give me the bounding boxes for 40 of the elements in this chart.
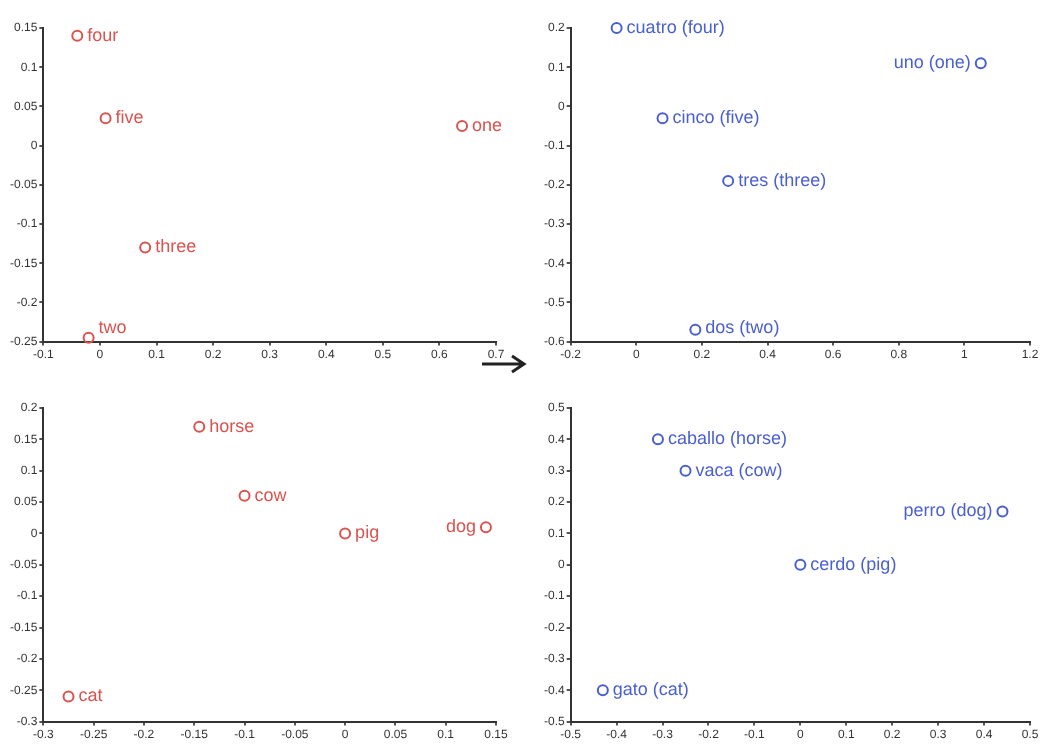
annotation: horse <box>209 415 255 436</box>
annotation: three <box>155 236 197 257</box>
point <box>139 241 152 254</box>
point <box>339 527 352 540</box>
annotation: four <box>87 24 119 45</box>
annotation: uno (one) <box>893 52 971 73</box>
annotation: cuatro (four) <box>626 16 725 37</box>
annotation: pig <box>355 522 380 543</box>
annotation: cat <box>78 685 104 706</box>
annotation: dos (two) <box>705 316 780 337</box>
annotation: cinco (five) <box>672 107 760 128</box>
point <box>238 489 251 502</box>
point <box>71 29 84 42</box>
point <box>82 331 95 344</box>
annotation: caballo (horse) <box>667 428 788 449</box>
point <box>479 521 492 534</box>
point <box>689 323 702 336</box>
point <box>193 420 206 433</box>
point <box>656 112 669 125</box>
annotation: two <box>98 316 127 337</box>
point <box>794 558 807 571</box>
annotation: cerdo (pig) <box>810 553 897 574</box>
annotation: one <box>472 114 503 135</box>
annotation: perro (dog) <box>903 500 993 521</box>
annotation: gato (cat) <box>612 679 689 700</box>
point <box>610 22 623 34</box>
point <box>651 433 664 446</box>
point <box>974 57 987 70</box>
annotation: five <box>115 107 144 128</box>
point <box>62 690 75 703</box>
annotation: tres (three) <box>738 169 827 190</box>
point <box>596 684 609 697</box>
point <box>456 120 469 132</box>
point <box>99 112 112 125</box>
point <box>679 464 692 477</box>
annotation: vaca (cow) <box>695 459 783 480</box>
annotation: dog <box>445 516 476 537</box>
annotation: cow <box>254 484 288 505</box>
point <box>722 174 735 187</box>
point <box>996 505 1009 518</box>
